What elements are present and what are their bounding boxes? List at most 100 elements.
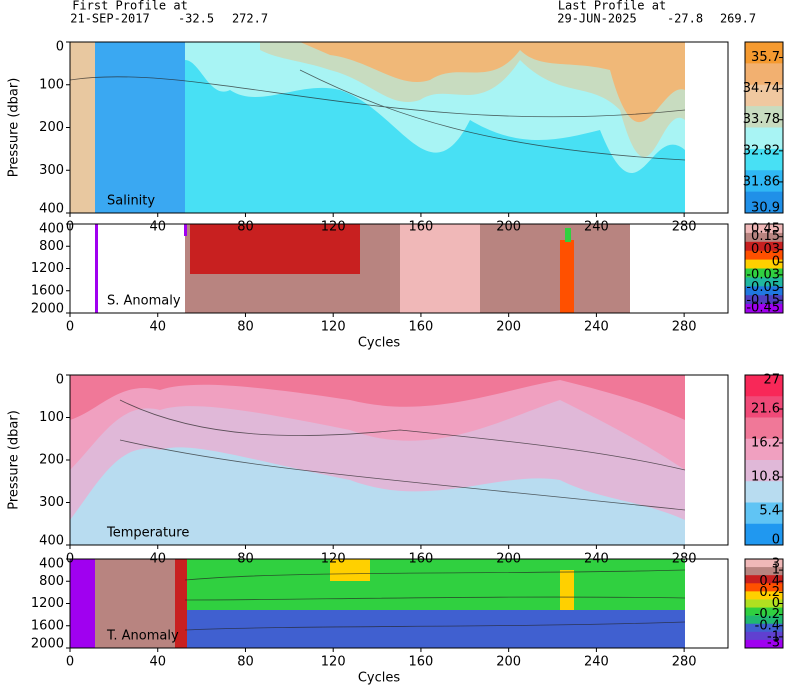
- x-tick-label: 40: [149, 220, 166, 235]
- colorbar-label: 34.74: [743, 81, 780, 96]
- x-tick-label: 80: [237, 320, 254, 335]
- colorbar-band: [745, 396, 783, 418]
- y-tick-label: 0: [56, 40, 64, 55]
- x-tick-label: 80: [237, 655, 254, 670]
- x-tick-label: 200: [496, 320, 521, 335]
- y-tick-label: 300: [39, 163, 64, 178]
- colorbar-frame: [744, 41, 784, 214]
- x-tick-label: 240: [584, 320, 609, 335]
- x-tick-label: 40: [149, 320, 166, 335]
- colorbar-label: -0.4: [755, 618, 780, 633]
- colorbar-band: [745, 583, 783, 592]
- colorbar-label: 5.4: [759, 504, 780, 519]
- colorbar-label: -0.45: [746, 301, 780, 316]
- colorbar-label: -0.15: [746, 293, 780, 308]
- colorbar-band: [745, 127, 783, 150]
- colorbar-band: [745, 304, 783, 314]
- temperature-field: [70, 375, 686, 545]
- colorbar-band: [745, 417, 783, 440]
- colorbar-band: [745, 277, 783, 287]
- x-tick-label: 0: [66, 320, 74, 335]
- x-tick-label: 120: [321, 220, 346, 235]
- colorbar-band: [745, 241, 783, 252]
- last-lat: -27.8: [667, 12, 703, 26]
- first-lat: -32.5: [178, 12, 214, 26]
- colorbar-band: [745, 460, 783, 482]
- x-tick-label: 240: [584, 220, 609, 235]
- colorbar-label: -0.03: [746, 267, 780, 282]
- colorbar-band: [745, 438, 783, 461]
- x-tick-label: 40: [149, 655, 166, 670]
- colorbar-band: [745, 84, 783, 107]
- colorbar-band: [745, 599, 783, 609]
- colorbar-label: 0.45: [751, 222, 780, 237]
- first-title: First Profile at: [72, 0, 188, 13]
- colorbar-band: [745, 607, 783, 617]
- y-tick-label: 200: [39, 120, 64, 135]
- colorbar-band: [745, 523, 783, 546]
- x-axis-label: Cycles: [358, 336, 401, 351]
- s-anomaly-field: [95, 224, 630, 313]
- colorbar-frame: [744, 223, 784, 314]
- colorbar-label: 0.15: [751, 229, 780, 244]
- y-tick-label: 400: [39, 222, 64, 237]
- x-tick-label: 200: [496, 220, 521, 235]
- y-axis-label: Pressure (dbar): [7, 410, 22, 510]
- x-tick-label: 160: [409, 220, 434, 235]
- x-tick-label: 280: [672, 655, 697, 670]
- first-lon: 272.7: [232, 12, 268, 26]
- y-tick-label: 400: [39, 534, 64, 549]
- y-tick-label: 100: [39, 77, 64, 92]
- colorbar-band: [745, 63, 783, 86]
- colorbar-label: 31.86: [743, 174, 780, 189]
- x-tick-label: 160: [409, 655, 434, 670]
- colorbar-label: -0.2: [755, 607, 780, 622]
- colorbar-label: -3: [767, 636, 780, 651]
- y-tick-label: 1200: [31, 261, 64, 276]
- colorbar-label: 3: [772, 557, 780, 572]
- last-date: 29-JUN-2025: [557, 12, 636, 26]
- colorbar-label: 0: [772, 255, 780, 270]
- x-axis-label: Cycles: [358, 671, 401, 686]
- colorbar-label: 0.03: [751, 242, 780, 257]
- x-tick-label: 280: [672, 220, 697, 235]
- colorbar-band: [745, 170, 783, 193]
- y-tick-label: 100: [39, 410, 64, 425]
- x-tick-label: 120: [321, 655, 346, 670]
- colorbar-label: -0.05: [746, 280, 780, 295]
- colorbar-band: [745, 232, 783, 243]
- y-tick-label: 400: [39, 202, 64, 217]
- first-date: 21-SEP-2017: [70, 12, 149, 26]
- colorbar-label: 32.82: [743, 143, 780, 158]
- colorbar-band: [745, 191, 783, 214]
- colorbar-band: [745, 259, 783, 269]
- colorbar-band: [745, 591, 783, 600]
- colorbar-label: 16.2: [751, 436, 780, 451]
- colorbar-band: [745, 631, 783, 641]
- colorbar-label: 0.2: [759, 585, 780, 600]
- y-tick-label: 2000: [31, 302, 64, 317]
- colorbar-frame: [744, 374, 784, 546]
- last-lon: 269.7: [720, 12, 756, 26]
- x-tick-label: 160: [409, 320, 434, 335]
- colorbar-label: 27: [763, 373, 780, 388]
- colorbar-band: [745, 268, 783, 278]
- y-tick-label: 1600: [31, 283, 64, 298]
- y-tick-label: 1600: [31, 618, 64, 633]
- x-tick-label: 240: [584, 655, 609, 670]
- colorbar-band: [745, 639, 783, 649]
- colorbar-label: -1: [767, 629, 780, 644]
- panel-label: S. Anomaly: [107, 294, 181, 309]
- y-tick-label: 1200: [31, 596, 64, 611]
- panel-label: Salinity: [107, 194, 155, 209]
- x-tick-label: 200: [496, 655, 521, 670]
- colorbar-band: [745, 295, 783, 305]
- colorbar-band: [745, 481, 783, 503]
- x-tick-label: 80: [237, 220, 254, 235]
- colorbar-label: 35.7: [751, 50, 780, 65]
- colorbar-label: 30.9: [751, 201, 780, 216]
- colorbar-band: [745, 106, 783, 128]
- x-tick-label: 120: [321, 320, 346, 335]
- colorbar-band: [745, 148, 783, 171]
